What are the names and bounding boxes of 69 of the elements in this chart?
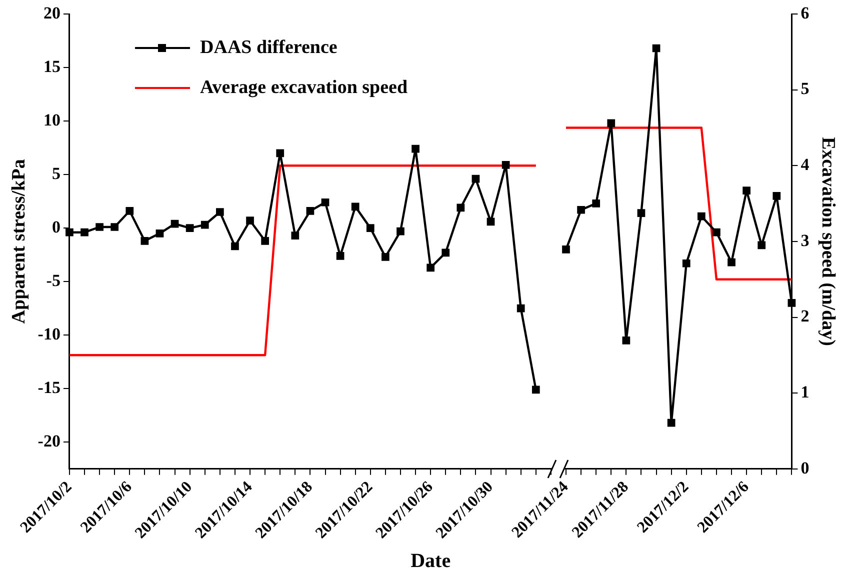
point xyxy=(667,418,676,427)
point xyxy=(622,336,630,344)
point xyxy=(697,212,706,220)
point xyxy=(126,207,134,215)
x-axis-title: Date xyxy=(410,550,451,572)
point xyxy=(96,223,104,231)
point xyxy=(532,386,540,394)
point xyxy=(276,149,284,158)
point xyxy=(472,174,480,183)
point xyxy=(652,44,660,52)
point xyxy=(246,216,254,224)
point xyxy=(186,224,194,232)
point xyxy=(231,242,239,250)
point xyxy=(336,252,344,260)
y2-tick-label: 3 xyxy=(800,230,810,250)
y-axis-title: Apparent stress/kPa xyxy=(8,158,30,324)
point xyxy=(712,228,720,236)
y-tick-label: 5 xyxy=(52,164,60,183)
point xyxy=(607,119,616,128)
point xyxy=(382,253,390,261)
y-tick-label: 0 xyxy=(52,217,60,236)
point xyxy=(502,160,510,169)
point xyxy=(592,200,600,208)
y2-axis-title: Excavation speed (m/day) xyxy=(818,136,839,346)
y2-tick-label: 6 xyxy=(800,3,810,22)
point xyxy=(442,248,450,257)
point xyxy=(396,227,404,236)
y-tick-label: -15 xyxy=(38,378,60,397)
point xyxy=(110,223,119,231)
y2-tick-label: 5 xyxy=(800,79,810,98)
y-tick-label: 20 xyxy=(43,3,60,22)
point xyxy=(80,228,88,236)
point xyxy=(412,144,420,153)
point xyxy=(200,220,209,229)
point xyxy=(577,206,585,214)
point xyxy=(637,209,646,218)
point xyxy=(66,228,74,236)
legend-label: DAAS difference xyxy=(200,37,338,59)
y2-tick-label: 2 xyxy=(800,306,810,326)
y-tick-label: 15 xyxy=(43,56,60,76)
point xyxy=(728,258,736,266)
point xyxy=(216,208,224,216)
point xyxy=(156,229,164,238)
point xyxy=(682,259,690,268)
point xyxy=(562,246,570,254)
y-tick-label: -20 xyxy=(38,432,60,451)
point xyxy=(486,218,495,226)
point xyxy=(261,236,269,245)
point xyxy=(788,299,796,307)
legend-label: Average excavation speed xyxy=(200,77,408,99)
point xyxy=(170,220,179,228)
point xyxy=(366,224,374,232)
point xyxy=(426,264,435,272)
point xyxy=(456,204,465,212)
point xyxy=(321,198,330,206)
point xyxy=(351,202,360,211)
y-tick-label: -10 xyxy=(38,324,60,344)
point xyxy=(516,304,525,312)
y2-tick-label: 4 xyxy=(800,155,810,174)
point xyxy=(140,236,149,245)
point xyxy=(306,207,314,215)
y-tick-label: 10 xyxy=(43,110,60,130)
point xyxy=(772,192,781,200)
point xyxy=(742,186,750,195)
point xyxy=(291,232,300,240)
y2-tick-label: 1 xyxy=(800,382,810,402)
point xyxy=(758,241,766,250)
y2-tick-label: 0 xyxy=(800,458,810,478)
y-tick-label: -5 xyxy=(46,270,60,290)
